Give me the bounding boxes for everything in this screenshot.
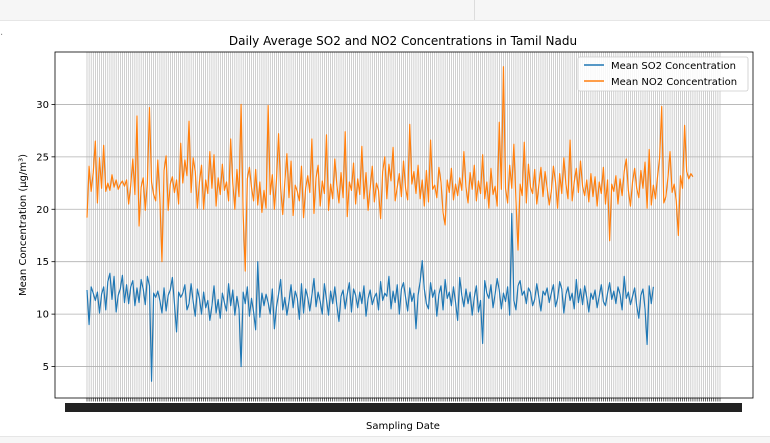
series-lines bbox=[86, 66, 694, 382]
legend-label-no2: Mean NO2 Concentration bbox=[611, 77, 737, 88]
notebook-toolbar bbox=[0, 0, 770, 21]
y-tick-label: 30 bbox=[36, 100, 49, 111]
legend-label-so2: Mean SO2 Concentration bbox=[611, 61, 736, 72]
x-tick-labels-overlap bbox=[65, 403, 742, 412]
y-tick-label: 5 bbox=[43, 362, 49, 373]
so2-series-line bbox=[86, 212, 654, 382]
y-tick-label: 15 bbox=[36, 257, 49, 268]
chart-title: Daily Average SO2 and NO2 Concentrations… bbox=[229, 34, 577, 48]
y-axis-label: Mean Concentration (µg/m³) bbox=[18, 154, 29, 296]
legend-frame bbox=[577, 56, 749, 92]
toolbar-divider bbox=[474, 0, 475, 20]
plot-frame bbox=[54, 51, 754, 399]
y-tick-label: 10 bbox=[36, 310, 49, 321]
legend: Mean SO2 Concentration Mean NO2 Concentr… bbox=[577, 56, 749, 92]
grid bbox=[55, 52, 753, 398]
no2-series-line bbox=[86, 66, 694, 272]
y-tick-label: 20 bbox=[36, 205, 49, 216]
x-axis bbox=[65, 398, 742, 412]
y-tick-label: 25 bbox=[36, 152, 49, 163]
y-axis: 5 10 15 20 25 30 bbox=[36, 100, 55, 373]
notebook-bottom-bar bbox=[0, 436, 770, 443]
x-axis-label: Sampling Date bbox=[366, 421, 440, 432]
cell-marker: · bbox=[0, 30, 4, 41]
